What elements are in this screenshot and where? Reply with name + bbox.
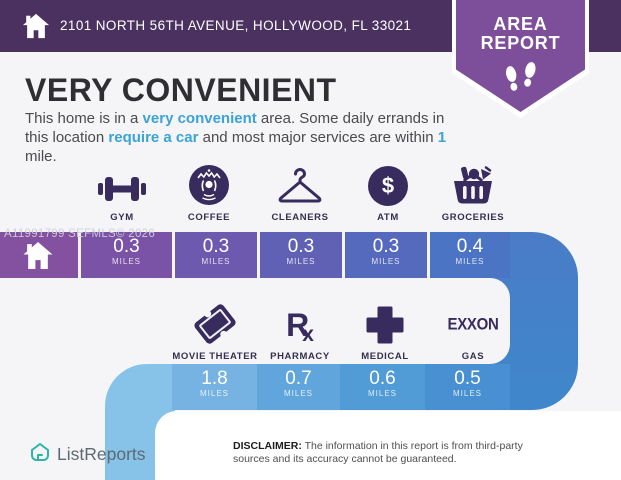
distance-value: 1.8 [201,368,228,389]
disclaimer-text: DISCLAIMER: The information in this repo… [233,440,523,465]
distance-unit: MILES [455,257,485,266]
distance-unit: MILES [286,257,316,266]
amenity-column-coffee: COFFEE [161,160,257,223]
amenity-label: COFFEE [187,212,231,223]
amenity-label: PHARMACY [270,351,330,362]
route-plain-segment [155,364,175,410]
medical-cross-icon [337,295,433,345]
amenity-column-gym: GYM [74,160,170,223]
page-title: VERY CONVENIENT [25,72,337,108]
amenity-column-medical: MEDICAL [337,295,433,362]
exxon-logo-icon: EXXON [447,314,499,335]
distance-segment-atm: 0.3 MILES [345,232,427,278]
footer-card [155,411,621,480]
highlight-require-a-car: require a car [108,129,199,146]
brand-name: ListReports [57,444,146,464]
dollar-circle-icon: $ [340,160,436,206]
area-report-badge: AREA REPORT [452,0,589,118]
distance-unit: MILES [367,389,397,398]
distance-segment-movie-theater: 1.8 MILES [172,364,257,410]
home-icon [22,12,50,45]
distance-unit: MILES [452,389,482,398]
amenity-column-cleaners: CLEANERS [252,160,348,223]
coffee-logo-icon [161,160,257,206]
distance-segment-pharmacy: 0.7 MILES [257,364,340,410]
amenity-label: CLEANERS [271,212,329,223]
distance-value: 0.3 [113,236,140,257]
listreports-house-icon [30,442,50,467]
distance-segment-gym: 0.3 MILES [81,232,172,278]
distance-segment-coffee: 0.3 MILES [175,232,257,278]
distance-value: 0.5 [454,368,481,389]
distance-value: 0.4 [456,236,484,257]
distance-unit: MILES [199,389,229,398]
home-icon [22,241,54,275]
grocery-basket-icon [425,160,521,206]
ticket-icon [167,295,263,346]
hanger-icon [252,160,348,206]
dumbbell-icon [74,160,170,206]
amenity-label: GROCERIES [441,212,505,223]
amenity-label: MEDICAL [361,351,409,362]
distance-segment-groceries: 0.4 MILES [430,232,510,278]
distance-value: 0.3 [287,236,315,257]
amenity-column-groceries: GROCERIES [425,160,521,223]
distance-segment-gas: 0.5 MILES [425,364,510,410]
distance-unit: MILES [283,389,313,398]
amenity-label: GYM [110,212,134,223]
distance-value: 0.3 [202,236,230,257]
footprints-icon [504,58,538,105]
distance-unit: MILES [201,257,231,266]
distance-unit: MILES [111,257,141,266]
distance-value: 0.6 [369,368,396,389]
rx-icon: Rx [286,307,314,346]
amenity-label: ATM [377,212,399,223]
route-start-home-segment [0,232,78,278]
badge-title: AREA REPORT [480,14,561,53]
brand-logo: ListReports [30,442,146,467]
property-address: 2101 NORTH 56TH AVENUE, HOLLYWOOD, FL 33… [60,18,412,33]
amenity-column-pharmacy: Rx PHARMACY [252,295,348,362]
summary-text: This home is in a very convenient area. … [25,110,447,165]
highlight-one-mile: 1 [437,129,447,146]
mls-watermark: A11991799 SEFMLS© 2026 [4,228,156,240]
amenity-label: MOVIE THEATER [172,351,258,362]
route-inner-notch [440,278,510,364]
distance-unit: MILES [371,257,401,266]
amenity-column-atm: $ ATM [340,160,436,223]
amenity-column-gas: EXXON GAS [425,295,521,362]
distance-segment-cleaners: 0.3 MILES [260,232,342,278]
amenity-column-movie-theater: MOVIE THEATER [167,295,263,362]
highlight-very-convenient: very convenient [142,110,257,127]
distance-segment-medical: 0.6 MILES [340,364,425,410]
distance-value: 0.3 [372,236,400,257]
distance-value: 0.7 [285,368,312,389]
amenity-label: GAS [461,351,485,362]
